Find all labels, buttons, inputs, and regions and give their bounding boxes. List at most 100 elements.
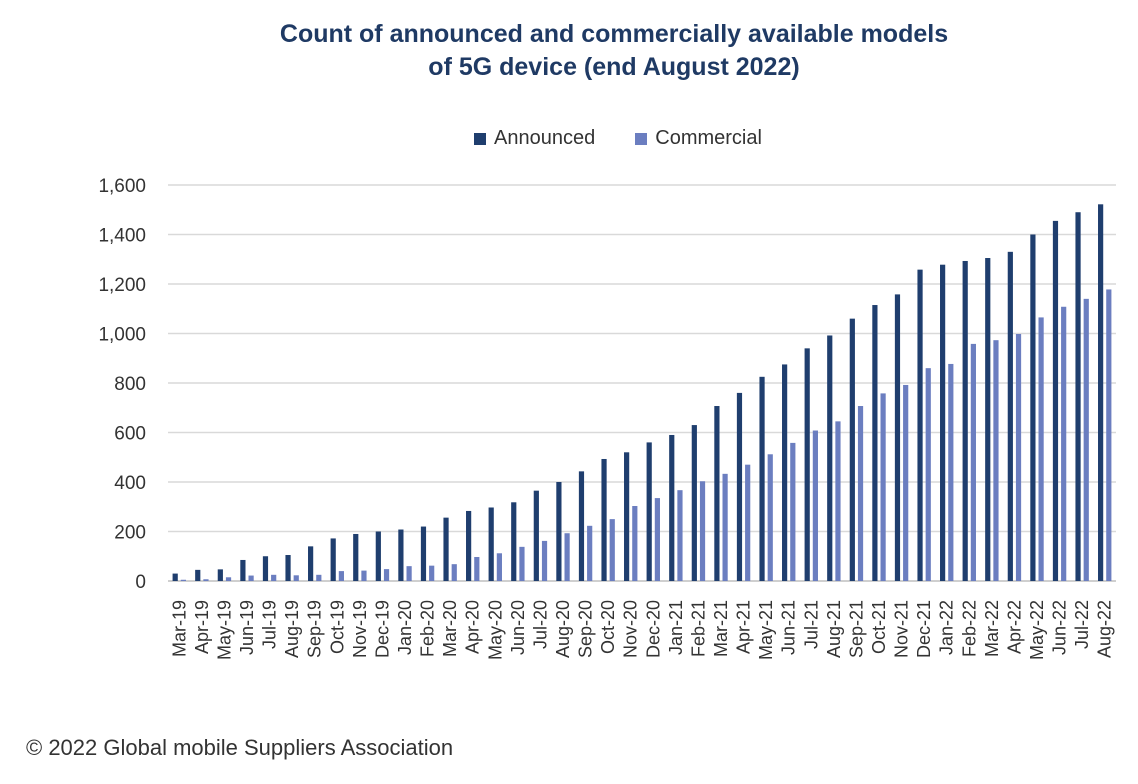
chart-legend: Announced Commercial [0, 127, 1138, 150]
bar-announced [556, 482, 562, 581]
legend-label-announced: Announced [494, 127, 596, 149]
bar-commercial [1106, 289, 1112, 581]
x-tick-label: Mar-19 [169, 600, 189, 657]
bar-announced [195, 569, 201, 581]
chart-title-line-1: Count of announced and commercially avai… [279, 20, 949, 48]
legend-label-commercial: Commercial [655, 127, 762, 149]
x-tick-label: Apr-20 [463, 600, 483, 654]
x-tick-label: Apr-19 [192, 600, 212, 654]
bar-announced [420, 526, 427, 581]
y-tick-label: 1,600 [98, 176, 146, 197]
bar-announced [398, 529, 404, 581]
bar-commercial [429, 565, 435, 581]
bar-announced [240, 559, 246, 581]
bar-announced [646, 442, 652, 581]
x-tick-label: Mar-20 [440, 600, 460, 657]
x-tick-label: May-20 [485, 600, 505, 660]
x-tick-label: May-22 [1027, 600, 1047, 660]
bar-commercial [880, 393, 886, 581]
x-tick-label: Jan-21 [666, 600, 686, 655]
y-tick-label: 600 [114, 424, 146, 445]
bar-commercial [993, 340, 999, 581]
x-tick-label: Aug-20 [553, 600, 573, 658]
bar-commercial [812, 430, 818, 581]
bar-announced [578, 471, 585, 581]
bar-commercial [970, 343, 976, 581]
bar-commercial [654, 498, 660, 581]
bar-commercial [835, 421, 841, 581]
x-tick-label: Feb-21 [688, 600, 708, 657]
bar-announced [172, 573, 178, 581]
bar-announced [849, 318, 855, 581]
bar-announced [669, 434, 675, 581]
bar-commercial [677, 490, 683, 581]
bar-commercial [316, 574, 322, 581]
x-tick-label: Jul-21 [801, 600, 821, 649]
bar-announced [736, 392, 743, 581]
bar-commercial [722, 473, 728, 581]
bar-commercial [406, 566, 412, 581]
bar-commercial [361, 570, 367, 581]
x-tick-label: Oct-20 [598, 600, 618, 654]
x-tick-label: Dec-21 [914, 600, 934, 658]
x-tick-label: Oct-19 [327, 600, 347, 654]
x-tick-label: Apr-22 [1004, 600, 1024, 654]
x-tick-label: Oct-21 [869, 600, 889, 654]
bar-announced [353, 533, 359, 581]
bar-announced [262, 556, 269, 581]
bar-commercial [203, 579, 209, 581]
bar-commercial [948, 363, 954, 581]
bar-announced [985, 258, 991, 581]
bar-announced [1052, 220, 1059, 581]
bar-commercial [790, 442, 796, 581]
x-tick-label: Aug-19 [282, 600, 302, 658]
x-tick-label: Sep-21 [846, 600, 866, 658]
y-tick-label: 800 [114, 374, 146, 395]
bar-announced [601, 458, 607, 581]
bar-announced [1030, 234, 1036, 581]
bar-announced [1075, 212, 1081, 581]
x-tick-label: Jun-22 [1050, 600, 1070, 655]
x-tick-label: Jan-22 [937, 600, 957, 655]
x-tick-label: Nov-21 [892, 600, 912, 658]
y-tick-label: 1,400 [98, 226, 146, 247]
bar-announced [466, 510, 472, 581]
bar-announced [691, 425, 697, 581]
bar-announced [872, 305, 878, 581]
bar-announced [827, 335, 833, 581]
bar-commercial [225, 577, 232, 581]
bar-commercial [519, 546, 525, 581]
bar-announced [1007, 251, 1013, 581]
bar-commercial [609, 519, 615, 581]
bar-commercial [1038, 317, 1044, 581]
x-tick-label: Apr-21 [734, 600, 754, 654]
bar-announced [759, 376, 765, 581]
x-tick-label: May-19 [214, 600, 234, 660]
x-tick-label: Sep-20 [576, 600, 596, 658]
bar-commercial [293, 575, 299, 581]
bar-commercial [1061, 306, 1067, 581]
x-tick-label: Mar-22 [982, 600, 1002, 657]
bar-announced [917, 269, 923, 581]
x-tick-label: Feb-22 [959, 600, 979, 657]
bar-announced [940, 264, 946, 581]
bar-commercial [745, 464, 751, 581]
x-tick-label: Dec-19 [372, 600, 392, 658]
bar-announced [894, 294, 901, 581]
x-tick-label: Jan-20 [395, 600, 415, 655]
x-tick-label: Jul-22 [1072, 600, 1092, 649]
x-tick-label: Jul-20 [530, 600, 550, 649]
x-tick-label: Nov-20 [621, 600, 641, 658]
bar-commercial [564, 533, 570, 581]
bar-announced [714, 406, 720, 581]
x-tick-label: Feb-20 [418, 600, 438, 657]
bar-commercial [474, 556, 480, 581]
bar-commercial [451, 564, 457, 581]
x-tick-label: Jun-19 [237, 600, 257, 655]
legend-swatch-announced [474, 132, 487, 145]
chart-title-line-2: of 5G device (end August 2022) [428, 53, 800, 81]
y-tick-label: 1,200 [98, 275, 146, 296]
y-tick-label: 200 [114, 523, 146, 544]
bar-commercial [1083, 298, 1089, 581]
